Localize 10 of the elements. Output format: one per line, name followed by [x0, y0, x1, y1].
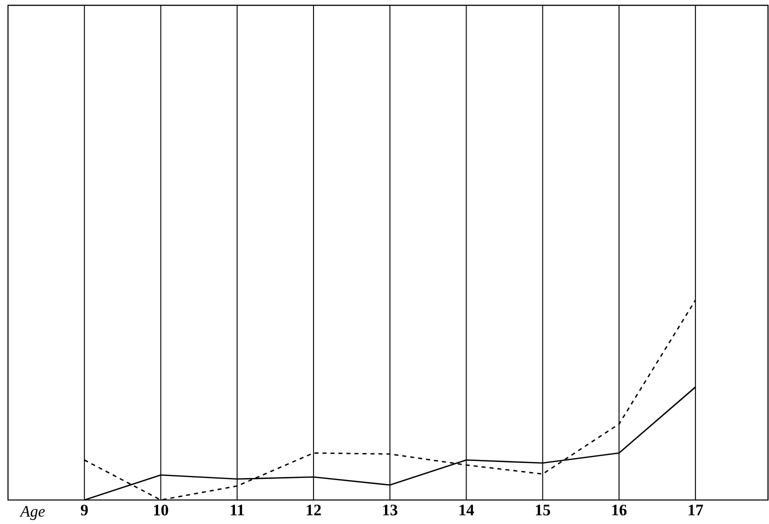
x-tick-label: 12	[306, 504, 321, 516]
x-tick-label: 13	[383, 504, 398, 516]
x-tick-label: 14	[460, 504, 474, 516]
x-tick-label: 10	[154, 504, 168, 516]
x-tick-label: 11	[230, 504, 244, 516]
x-tick-label: 9	[80, 504, 88, 516]
x-tick-label: 16	[612, 504, 627, 516]
x-tick-label: 15	[536, 504, 550, 516]
x-tick-label: 17	[688, 504, 704, 516]
x-axis-title: Age	[19, 506, 45, 520]
